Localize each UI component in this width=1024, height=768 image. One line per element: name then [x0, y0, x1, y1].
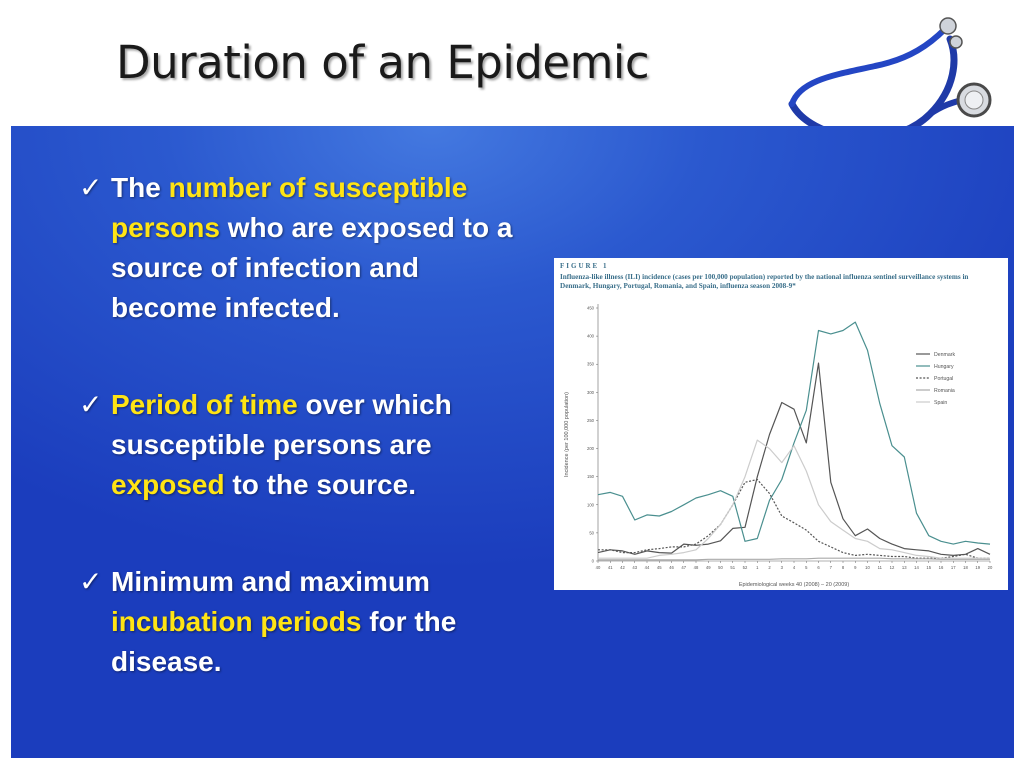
- y-tick-label: 0: [592, 559, 595, 564]
- x-tick-label: 19: [975, 565, 980, 570]
- legend-label: Denmark: [934, 352, 955, 358]
- y-tick-label: 400: [587, 334, 595, 339]
- legend-label: Hungary: [934, 364, 954, 370]
- x-tick-label: 6: [817, 565, 820, 570]
- checkmark-icon: ✓: [79, 388, 103, 421]
- legend-label: Portugal: [934, 376, 953, 382]
- x-tick-label: 18: [963, 565, 968, 570]
- x-tick-label: 46: [669, 565, 674, 570]
- series-line-romania: [598, 557, 990, 561]
- x-tick-label: 11: [878, 565, 883, 570]
- x-tick-label: 49: [706, 565, 711, 570]
- bullet-segment: who are exposed to a source of infection…: [111, 212, 513, 323]
- bullet-highlight: number of susceptible persons: [111, 172, 468, 243]
- x-tick-label: 13: [902, 565, 907, 570]
- y-tick-label: 50: [589, 530, 594, 535]
- y-tick-label: 200: [587, 446, 595, 451]
- x-axis-label: Epidemiological weeks 40 (2008) – 20 (20…: [739, 582, 850, 588]
- bullet-segment: for the disease.: [111, 606, 457, 677]
- bullet-segment: to the source.: [224, 469, 416, 500]
- x-tick-label: 41: [608, 565, 613, 570]
- figure-image: FIGURE 1 Influenza-like illness (ILI) in…: [554, 258, 1008, 590]
- x-tick-label: 20: [988, 565, 993, 570]
- bullet-segment: over which susceptible persons are: [111, 389, 452, 460]
- bullet-segment: The: [111, 172, 169, 203]
- y-tick-label: 350: [587, 362, 595, 367]
- y-axis-label: Incidence (per 100,000 population): [564, 392, 570, 477]
- bullet-text: The number of susceptible persons who ar…: [111, 168, 531, 328]
- bullet-item: ✓ Minimum and maximum incubation periods…: [79, 562, 531, 682]
- x-tick-label: 12: [890, 565, 895, 570]
- slide-title: Duration of an Epidemic: [116, 36, 650, 89]
- x-tick-label: 1: [756, 565, 759, 570]
- bullet-highlight: Period of time: [111, 389, 298, 420]
- series-line-hungary: [597, 321, 991, 545]
- bullet-text: Period of time over which susceptible pe…: [111, 385, 531, 505]
- x-tick-label: 17: [951, 565, 956, 570]
- checkmark-icon: ✓: [79, 565, 103, 598]
- y-tick-label: 250: [587, 418, 595, 423]
- stethoscope-icon: [788, 17, 992, 142]
- bullet-highlight: exposed: [111, 469, 225, 500]
- x-tick-label: 8: [842, 565, 845, 570]
- bullet-item: ✓ Period of time over which susceptible …: [79, 385, 531, 505]
- y-tick-label: 150: [587, 474, 595, 479]
- x-tick-label: 14: [914, 565, 919, 570]
- x-tick-label: 16: [939, 565, 944, 570]
- series-line-denmark: [597, 362, 991, 556]
- y-tick-label: 300: [587, 390, 595, 395]
- x-tick-label: 9: [854, 565, 857, 570]
- bullet-item: ✓ The number of susceptible persons who …: [79, 168, 531, 328]
- x-tick-label: 5: [805, 565, 808, 570]
- checkmark-icon: ✓: [79, 171, 103, 204]
- x-tick-label: 2: [768, 565, 771, 570]
- series-line-portugal: [598, 478, 990, 559]
- y-tick-label: 100: [587, 502, 595, 507]
- x-tick-label: 43: [632, 565, 637, 570]
- bullet-segment: Minimum and maximum: [111, 566, 430, 597]
- series-line-spain: [598, 439, 990, 559]
- x-tick-label: 7: [830, 565, 833, 570]
- bullet-highlight: incubation periods: [111, 606, 362, 637]
- x-tick-label: 4: [793, 565, 796, 570]
- y-tick-label: 450: [587, 306, 595, 311]
- x-tick-label: 10: [865, 565, 870, 570]
- x-tick-label: 48: [694, 565, 699, 570]
- x-tick-label: 40: [596, 565, 601, 570]
- x-tick-label: 51: [730, 565, 735, 570]
- x-tick-label: 50: [718, 565, 723, 570]
- x-tick-label: 15: [926, 565, 931, 570]
- x-tick-label: 52: [743, 565, 748, 570]
- x-tick-label: 45: [657, 565, 662, 570]
- x-tick-label: 44: [645, 565, 650, 570]
- legend-label: Romania: [934, 388, 955, 394]
- bullet-text: Minimum and maximum incubation periods f…: [111, 562, 531, 682]
- x-tick-label: 3: [781, 565, 784, 570]
- x-tick-label: 42: [620, 565, 625, 570]
- figure-label: FIGURE 1: [560, 262, 609, 270]
- figure-caption: Influenza-like illness (ILI) incidence (…: [560, 273, 969, 290]
- x-tick-label: 47: [681, 565, 686, 570]
- legend-label: Spain: [934, 400, 947, 406]
